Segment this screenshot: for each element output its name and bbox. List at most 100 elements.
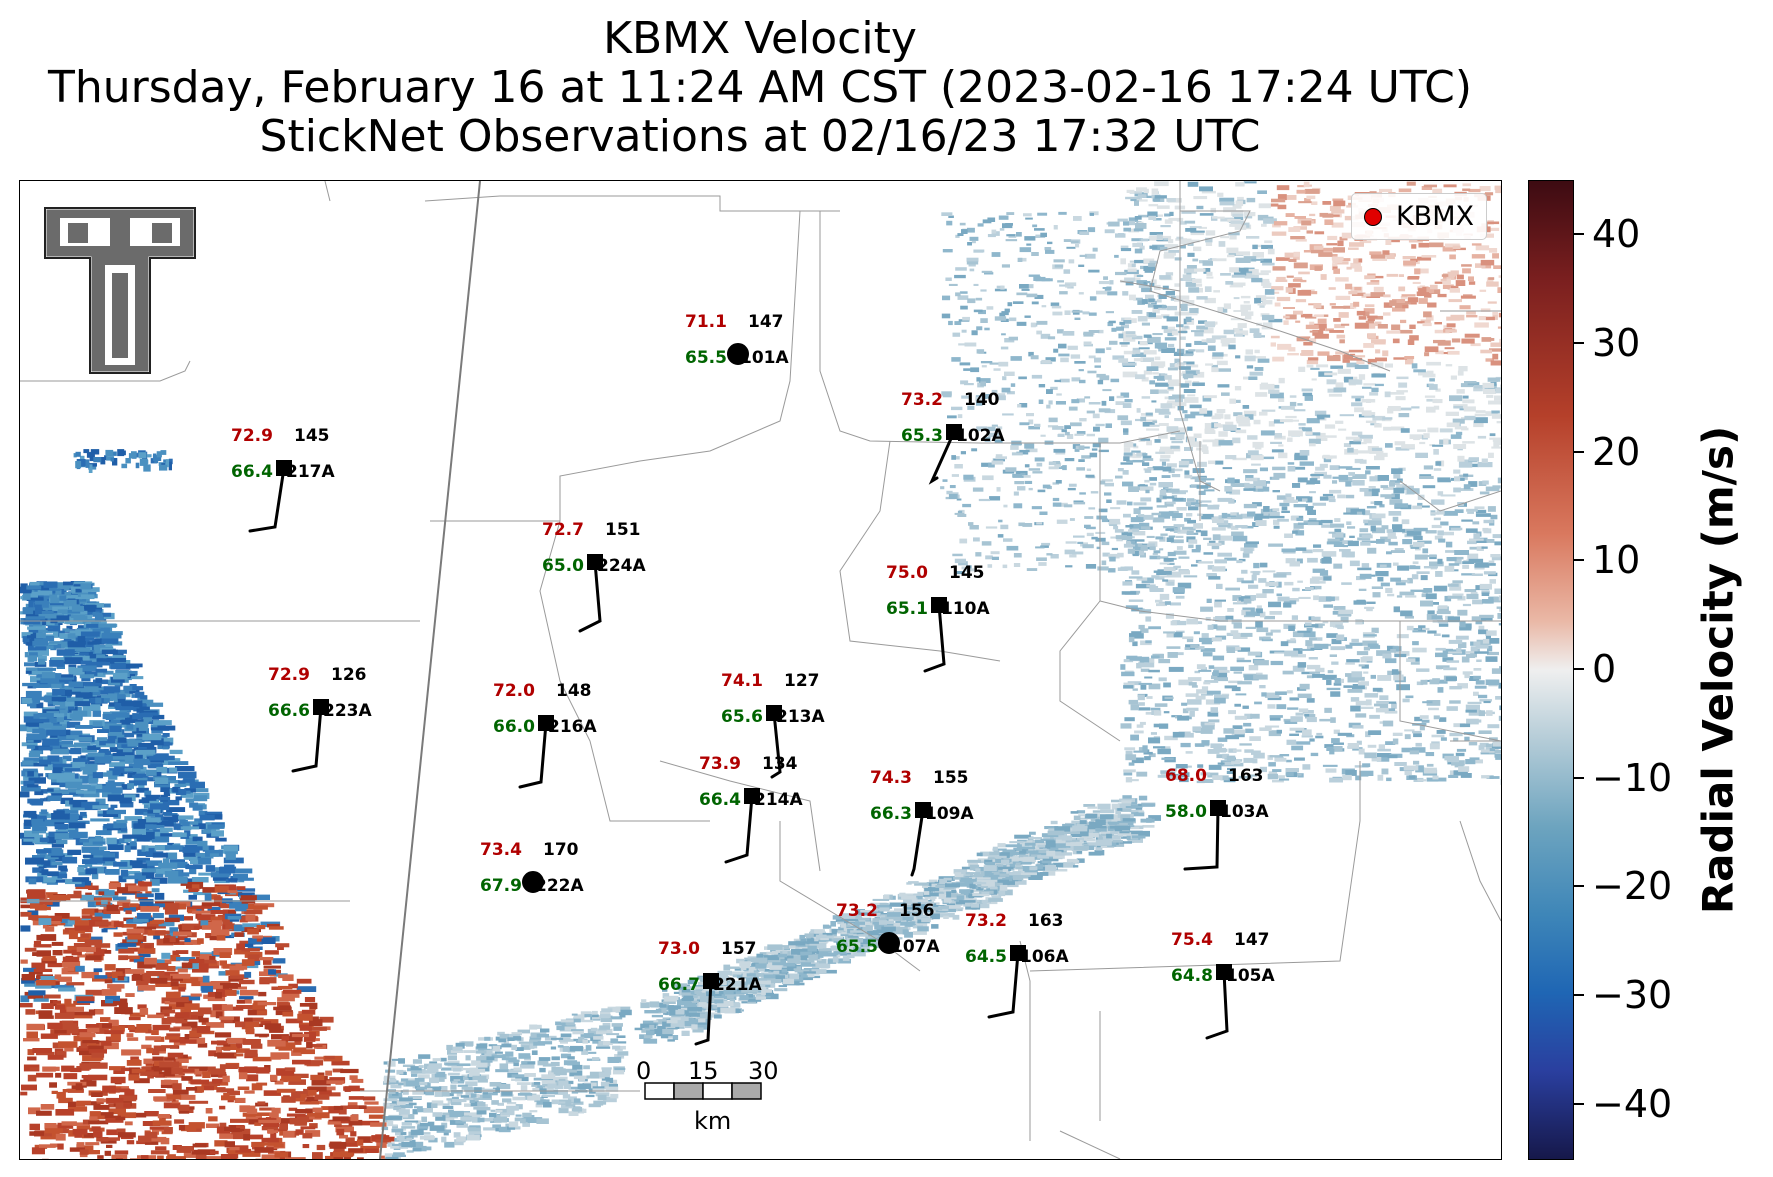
station-square-marker-icon bbox=[703, 973, 719, 989]
radar-site-marker-icon bbox=[1363, 207, 1382, 226]
colorbar-tick bbox=[1574, 450, 1584, 453]
temperature-label: 73.2 bbox=[901, 390, 943, 410]
wind-barb-214A bbox=[724, 794, 754, 864]
pressure-label: 163 bbox=[1228, 766, 1264, 786]
wind-barb-224A bbox=[578, 560, 602, 633]
station-square-marker-icon bbox=[946, 424, 962, 440]
colorbar-tick-label: 10 bbox=[1592, 538, 1641, 583]
temperature-label: 73.9 bbox=[699, 754, 741, 774]
colorbar-tick bbox=[1574, 559, 1584, 562]
station-circle-marker-icon bbox=[727, 343, 749, 365]
station-id-label: 103A bbox=[1220, 802, 1269, 822]
station-id-label: 216A bbox=[548, 717, 597, 737]
pressure-label: 145 bbox=[294, 426, 330, 446]
station-id-label: 213A bbox=[776, 707, 825, 727]
station-square-marker-icon bbox=[931, 597, 947, 613]
station-square-marker-icon bbox=[1010, 945, 1026, 961]
pressure-label: 126 bbox=[331, 665, 367, 685]
legend-label: KBMX bbox=[1395, 201, 1474, 232]
station-square-marker-icon bbox=[587, 554, 603, 570]
temperature-label: 68.0 bbox=[1165, 766, 1207, 786]
station-square-marker-icon bbox=[744, 788, 760, 804]
colorbar-tick-label: 0 bbox=[1592, 647, 1617, 691]
colorbar-tick bbox=[1574, 1102, 1584, 1105]
station-square-marker-icon bbox=[276, 460, 292, 476]
temperature-label: 75.4 bbox=[1171, 930, 1213, 950]
station-square-marker-icon bbox=[1216, 964, 1232, 980]
station-id-label: 222A bbox=[535, 876, 584, 896]
wind-barb-106A bbox=[987, 951, 1020, 1019]
scale-bar-unit: km bbox=[694, 1107, 732, 1135]
temperature-label: 73.0 bbox=[658, 939, 700, 959]
wind-barb-103A bbox=[1183, 806, 1220, 871]
pressure-label: 156 bbox=[899, 901, 935, 921]
temperature-label: 74.1 bbox=[721, 671, 763, 691]
station-id-label: 105A bbox=[1226, 966, 1275, 986]
station-id-label: 217A bbox=[286, 462, 335, 482]
temperature-label: 73.4 bbox=[480, 840, 522, 860]
pressure-label: 155 bbox=[933, 768, 969, 788]
station-square-marker-icon bbox=[538, 715, 554, 731]
colorbar-tick-label: −10 bbox=[1592, 755, 1673, 800]
colorbar-tick bbox=[1574, 994, 1584, 996]
station-square-marker-icon bbox=[915, 802, 931, 818]
pressure-label: 147 bbox=[1234, 930, 1270, 950]
wind-barb-223A bbox=[291, 705, 323, 773]
colorbar-tick-label: −30 bbox=[1592, 973, 1673, 1017]
wind-barb-102A bbox=[928, 430, 956, 485]
station-id-label: 109A bbox=[925, 804, 974, 824]
station-id-label: 106A bbox=[1020, 947, 1069, 967]
dewpoint-label: 64.5 bbox=[965, 947, 1007, 967]
pressure-label: 157 bbox=[721, 939, 757, 959]
pressure-label: 134 bbox=[762, 754, 798, 774]
dewpoint-label: 65.3 bbox=[901, 426, 943, 446]
station-id-label: 214A bbox=[754, 790, 803, 810]
temperature-label: 72.0 bbox=[493, 681, 535, 701]
station-id-label: 223A bbox=[323, 701, 372, 721]
colorbar-tick bbox=[1574, 342, 1584, 344]
county-boundaries bbox=[20, 181, 1501, 1159]
station-circle-marker-icon bbox=[878, 932, 900, 954]
station-id-label: 221A bbox=[713, 975, 762, 995]
wind-barb-213A bbox=[770, 711, 782, 779]
temperature-label: 71.1 bbox=[685, 312, 727, 332]
station-id-label: 102A bbox=[956, 426, 1005, 446]
station-square-marker-icon bbox=[1210, 800, 1226, 816]
scale-bar: 0 15 30 km bbox=[636, 1057, 779, 1159]
colorbar bbox=[1528, 180, 1574, 1160]
station-id-label: 107A bbox=[891, 937, 940, 957]
dewpoint-label: 66.4 bbox=[231, 462, 273, 482]
wind-barb-105A bbox=[1205, 970, 1229, 1040]
dewpoint-label: 65.5 bbox=[836, 937, 878, 957]
station-id-label: 101A bbox=[740, 348, 789, 368]
wind-barb-110A bbox=[923, 603, 946, 673]
title-line-2: Thursday, February 16 at 11:24 AM CST (2… bbox=[47, 62, 1473, 113]
pressure-label: 147 bbox=[748, 312, 784, 332]
colorbar-tick bbox=[1574, 668, 1584, 670]
map-panel[interactable]: KBMX 71.1 65.5 147 101A 73.2 65.3 140 102A 72.9 6… bbox=[19, 180, 1502, 1160]
station-id-label: 110A bbox=[941, 599, 990, 619]
colorbar-tick bbox=[1574, 776, 1584, 779]
dewpoint-label: 64.8 bbox=[1171, 966, 1213, 986]
temperature-label: 72.7 bbox=[542, 520, 584, 540]
radar-velocity-layer bbox=[20, 181, 1501, 1159]
dewpoint-label: 67.9 bbox=[480, 876, 522, 896]
temperature-label: 72.9 bbox=[268, 665, 310, 685]
dewpoint-label: 66.6 bbox=[268, 701, 310, 721]
legend: KBMX bbox=[1350, 193, 1487, 240]
temperature-label: 73.2 bbox=[965, 911, 1007, 931]
pressure-label: 140 bbox=[964, 390, 1000, 410]
colorbar-tick bbox=[1574, 233, 1584, 236]
colorbar-title: Radial Velocity (m/s) bbox=[1693, 425, 1743, 915]
colorbar-tick-label: 20 bbox=[1592, 429, 1641, 474]
temperature-label: 74.3 bbox=[870, 768, 912, 788]
station-id-label: 224A bbox=[597, 556, 646, 576]
dewpoint-label: 65.5 bbox=[685, 348, 727, 368]
temperature-label: 73.2 bbox=[836, 901, 878, 921]
dewpoint-label: 65.0 bbox=[542, 556, 584, 576]
colorbar-tick-label: −20 bbox=[1592, 864, 1673, 909]
dewpoint-label: 66.3 bbox=[870, 804, 912, 824]
wind-barb-109A bbox=[910, 808, 925, 877]
wind-barb-216A bbox=[518, 721, 548, 789]
scale-bar-tick-label: 15 bbox=[688, 1057, 719, 1085]
